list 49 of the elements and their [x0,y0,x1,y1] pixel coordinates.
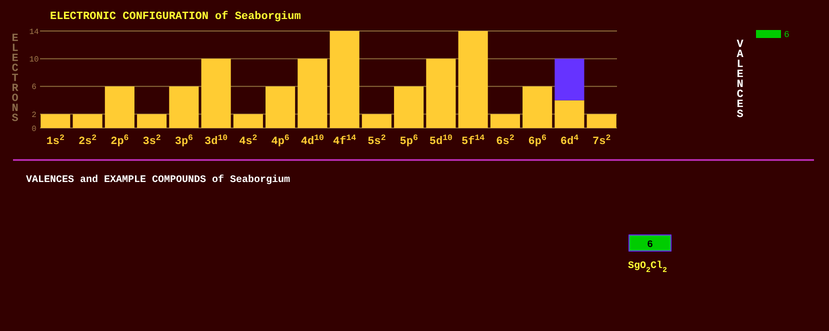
x-tick-label: 2s$^{2}$ [78,134,97,148]
bar [458,31,488,128]
y-tick-label: 10 [29,56,39,65]
bar [169,86,199,128]
bar [201,58,231,128]
bar [330,31,360,128]
y-tick-label: 14 [29,28,39,37]
x-tick-label: 3s$^{2}$ [142,134,161,148]
x-tick-label: 4d$^{10}$ [300,134,324,148]
y-tick-label: 2 [32,110,37,120]
x-tick-label: 5p$^{6}$ [400,134,418,148]
x-tick-label: 6d$^{4}$ [560,134,579,148]
bar [490,114,520,128]
x-tick-label: 2p$^{6}$ [110,134,129,148]
x-tick-label: 5d$^{10}$ [429,134,453,148]
text: 6 [646,240,654,251]
y-tick-label: 6 [32,83,37,92]
bar [554,58,584,100]
bar [298,58,328,128]
bar [426,58,456,128]
bar [394,86,424,128]
x-tick-label: 1s$^{2}$ [46,134,65,148]
x-tick-label: 7s$^{2}$ [592,134,611,148]
text: ELECTRONS [12,33,18,125]
bar [137,114,167,128]
x-tick-label: 6s$^{2}$ [496,134,514,148]
bar [104,86,134,128]
text: 6 [784,30,790,40]
bar [266,86,296,128]
y-tick-label: 0 [32,124,37,134]
x-tick-label: 4s$^{2}$ [239,134,258,148]
bar [554,100,584,128]
x-tick-label: 5s$^{2}$ [368,134,386,148]
bar [586,114,616,128]
bar [522,86,552,128]
x-tick-label: 4p$^{6}$ [271,134,290,148]
bar [233,114,263,128]
x-tick-label: 6p$^{6}$ [528,134,546,148]
text: VALENCES and EXAMPLE COMPOUNDS of Seaborgium [26,174,290,186]
bar [362,114,392,128]
bar [72,114,102,128]
bar [40,114,70,128]
text: VALENCES [736,39,744,121]
chart-title: ELECTRONIC CONFIGURATION of Seaborgium [50,10,302,23]
x-tick-label: 3p$^{6}$ [174,134,194,148]
x-tick-label: 3d$^{10}$ [204,134,228,148]
text: SgO$_{2}$Cl$_{2}$ [628,260,668,275]
x-tick-label: 5f$^{14}$ [462,134,485,148]
x-tick-label: 4f$^{14}$ [333,134,356,148]
